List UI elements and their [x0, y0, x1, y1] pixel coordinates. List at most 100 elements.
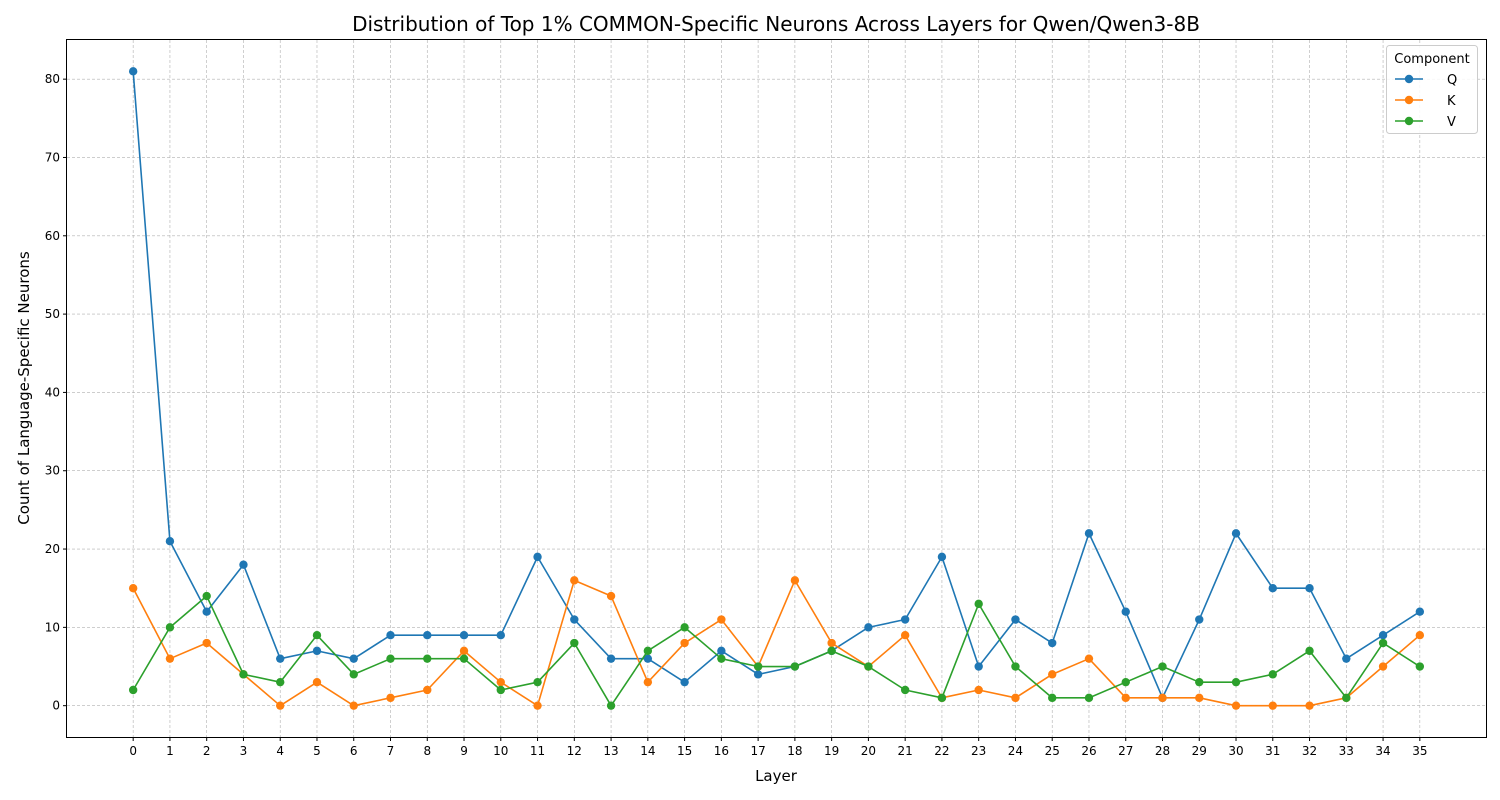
x-tick-label: 11: [530, 744, 545, 758]
data-point: [937, 552, 947, 562]
x-tick-label: 24: [1008, 744, 1023, 758]
x-tick-label: 12: [567, 744, 582, 758]
data-point: [1195, 693, 1204, 703]
data-point: [386, 654, 395, 663]
legend-marker: [1404, 95, 1414, 105]
data-point: [276, 677, 285, 687]
data-point: [864, 623, 873, 632]
x-tick-label: 22: [934, 744, 949, 758]
y-axis-label: Count of Language-Specific Neurons: [15, 251, 33, 525]
data-point: [643, 646, 653, 656]
data-point: [459, 654, 469, 663]
legend-item-v: V: [1395, 115, 1456, 130]
x-tick-label: 16: [714, 744, 729, 758]
x-tick-label: 31: [1265, 744, 1280, 758]
data-point: [533, 677, 542, 687]
x-axis-ticks: 0 1 2 3 4 5 6 7 8 9 10 11 12 13 14 15 16 17 18 19 20 21 22 23 24…: [129, 737, 1427, 758]
data-point: [1195, 615, 1204, 624]
x-tick-label: 18: [787, 744, 802, 758]
y-tick-label: 30: [45, 464, 60, 478]
data-point: [643, 677, 653, 687]
data-point: [496, 677, 505, 687]
x-tick-label: 14: [640, 744, 655, 758]
data-point: [165, 623, 175, 632]
y-tick-label: 10: [45, 620, 60, 634]
data-point: [1158, 693, 1167, 703]
data-point: [827, 646, 836, 656]
data-point: [1048, 670, 1057, 679]
x-tick-label: 29: [1192, 744, 1207, 758]
data-point: [790, 662, 800, 671]
x-tick-label: 9: [460, 744, 468, 758]
data-point: [349, 670, 358, 679]
data-point: [606, 591, 616, 601]
y-tick-label: 20: [45, 542, 60, 556]
y-axis-ticks: 0 10 20 30 40 50 60 70 80: [45, 72, 67, 713]
x-tick-label: 21: [898, 744, 913, 758]
data-point: [423, 685, 432, 695]
data-point: [128, 67, 138, 76]
x-tick-label: 28: [1155, 744, 1170, 758]
data-point: [1011, 615, 1020, 624]
data-point: [900, 685, 910, 695]
series-line: [132, 71, 1421, 699]
x-tick-label: 1: [166, 744, 174, 758]
x-tick-label: 26: [1081, 744, 1096, 758]
x-tick-label: 23: [971, 744, 986, 758]
x-tick-label: 10: [493, 744, 508, 758]
data-point: [349, 654, 358, 663]
data-point: [606, 654, 616, 663]
x-tick-label: 4: [276, 744, 284, 758]
data-point: [974, 685, 983, 695]
data-point: [717, 615, 726, 624]
y-tick-label: 40: [45, 385, 60, 399]
data-point: [165, 537, 175, 546]
x-tick-label: 25: [1045, 744, 1060, 758]
x-tick-label: 30: [1228, 744, 1243, 758]
data-point: [1084, 654, 1094, 663]
x-tick-label: 5: [313, 744, 321, 758]
data-point: [1305, 646, 1314, 656]
x-tick-label: 34: [1375, 744, 1390, 758]
data-point: [864, 662, 873, 671]
plot-frame: [66, 39, 1487, 738]
data-point: [974, 599, 983, 609]
data-point: [1268, 584, 1277, 593]
legend-item-k: K: [1395, 94, 1456, 109]
data-point: [1415, 607, 1425, 616]
x-tick-label: 13: [603, 744, 618, 758]
legend: Component QKV: [1386, 45, 1478, 134]
series-layer: [128, 67, 1425, 710]
data-point: [459, 630, 469, 640]
legend-label: Q: [1447, 73, 1457, 88]
series-line: [132, 579, 1421, 707]
data-point: [496, 685, 505, 695]
data-point: [717, 646, 726, 656]
data-point: [128, 685, 138, 695]
data-point: [1415, 662, 1425, 671]
data-point: [643, 654, 653, 663]
data-point: [1231, 677, 1241, 687]
data-point: [827, 638, 836, 648]
legend-title: Component: [1394, 52, 1469, 67]
data-point: [496, 630, 505, 640]
data-point: [202, 607, 211, 616]
data-point: [239, 670, 248, 679]
data-point: [937, 693, 947, 703]
data-point: [753, 670, 763, 679]
data-point: [423, 630, 432, 640]
data-point: [790, 576, 800, 585]
data-point: [1268, 701, 1277, 710]
x-tick-label: 7: [387, 744, 395, 758]
legend-marker: [1404, 74, 1414, 84]
data-point: [1084, 529, 1094, 538]
data-point: [1342, 693, 1351, 703]
data-point: [1121, 677, 1130, 687]
data-point: [1048, 693, 1057, 703]
y-tick-label: 70: [45, 150, 60, 164]
x-tick-label: 33: [1339, 744, 1354, 758]
series-line: [132, 595, 1421, 707]
data-point: [1158, 662, 1167, 671]
data-point: [1011, 662, 1020, 671]
